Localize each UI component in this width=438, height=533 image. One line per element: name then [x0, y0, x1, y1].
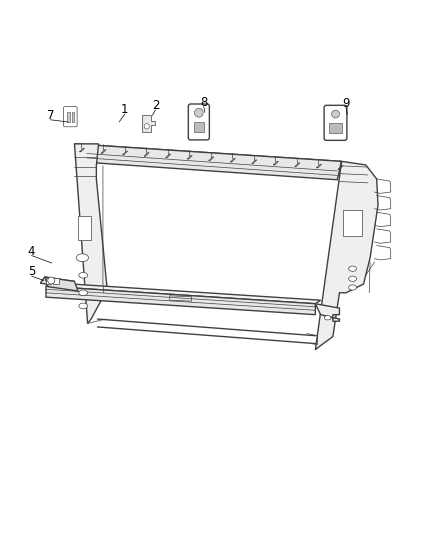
Text: 7: 7: [46, 109, 54, 122]
Polygon shape: [45, 277, 78, 291]
Bar: [194, 122, 204, 133]
Bar: [343, 209, 362, 236]
Text: 8: 8: [200, 96, 207, 109]
Ellipse shape: [79, 290, 88, 296]
Ellipse shape: [324, 316, 331, 320]
Polygon shape: [46, 286, 315, 314]
Circle shape: [194, 108, 203, 117]
Circle shape: [332, 110, 339, 118]
Bar: [67, 112, 70, 122]
FancyBboxPatch shape: [188, 104, 209, 140]
Polygon shape: [142, 115, 155, 132]
Polygon shape: [74, 144, 350, 169]
Polygon shape: [315, 161, 378, 350]
Bar: [329, 123, 342, 133]
Polygon shape: [74, 144, 108, 324]
FancyBboxPatch shape: [324, 106, 347, 140]
Ellipse shape: [79, 303, 88, 309]
Polygon shape: [315, 304, 339, 321]
Bar: [78, 216, 91, 240]
Polygon shape: [46, 282, 321, 304]
Text: 1: 1: [121, 103, 129, 116]
Text: 2: 2: [152, 99, 159, 112]
Polygon shape: [40, 277, 74, 287]
Bar: [72, 112, 74, 122]
Bar: [46, 278, 51, 284]
Text: 5: 5: [28, 265, 35, 278]
Ellipse shape: [79, 272, 88, 278]
Polygon shape: [74, 144, 342, 180]
Text: 9: 9: [342, 97, 350, 110]
Bar: [53, 278, 59, 284]
Text: 4: 4: [28, 245, 35, 257]
FancyBboxPatch shape: [64, 107, 77, 127]
Ellipse shape: [76, 254, 88, 262]
Circle shape: [48, 277, 55, 284]
Ellipse shape: [349, 266, 357, 271]
Ellipse shape: [349, 285, 357, 290]
Circle shape: [144, 124, 149, 129]
Ellipse shape: [349, 276, 357, 281]
